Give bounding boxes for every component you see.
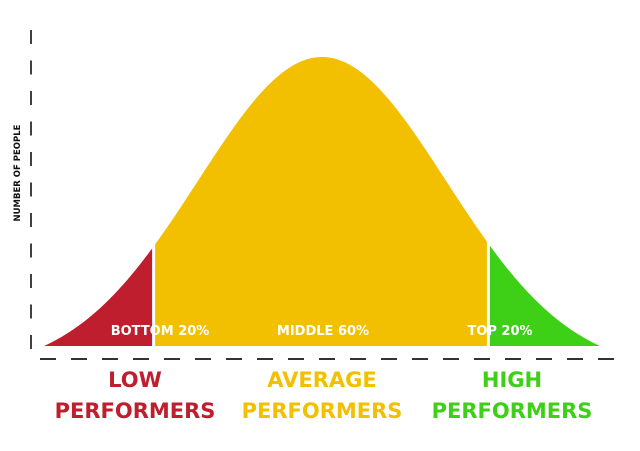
curve-segment-top [489,245,600,346]
segment-label-top: TOP 20% [467,324,532,339]
group-label-average-line1: AVERAGE [267,368,376,392]
group-label-high-line1: HIGH [482,368,542,392]
group-label-low-line1: LOW [108,368,162,392]
segment-label-bottom: BOTTOM 20% [111,324,210,339]
group-label-average-line2: PERFORMERS [242,399,403,423]
segment-label-middle: MIDDLE 60% [277,324,369,339]
curve-segment-bottom [42,248,153,346]
group-label-low-line2: PERFORMERS [55,399,216,423]
group-label-high-line2: PERFORMERS [432,399,593,423]
curve-segments [42,57,600,346]
axes [30,30,614,360]
y-axis-label: NUMBER OF PEOPLE [13,124,23,221]
curve-segment-middle [155,57,487,346]
